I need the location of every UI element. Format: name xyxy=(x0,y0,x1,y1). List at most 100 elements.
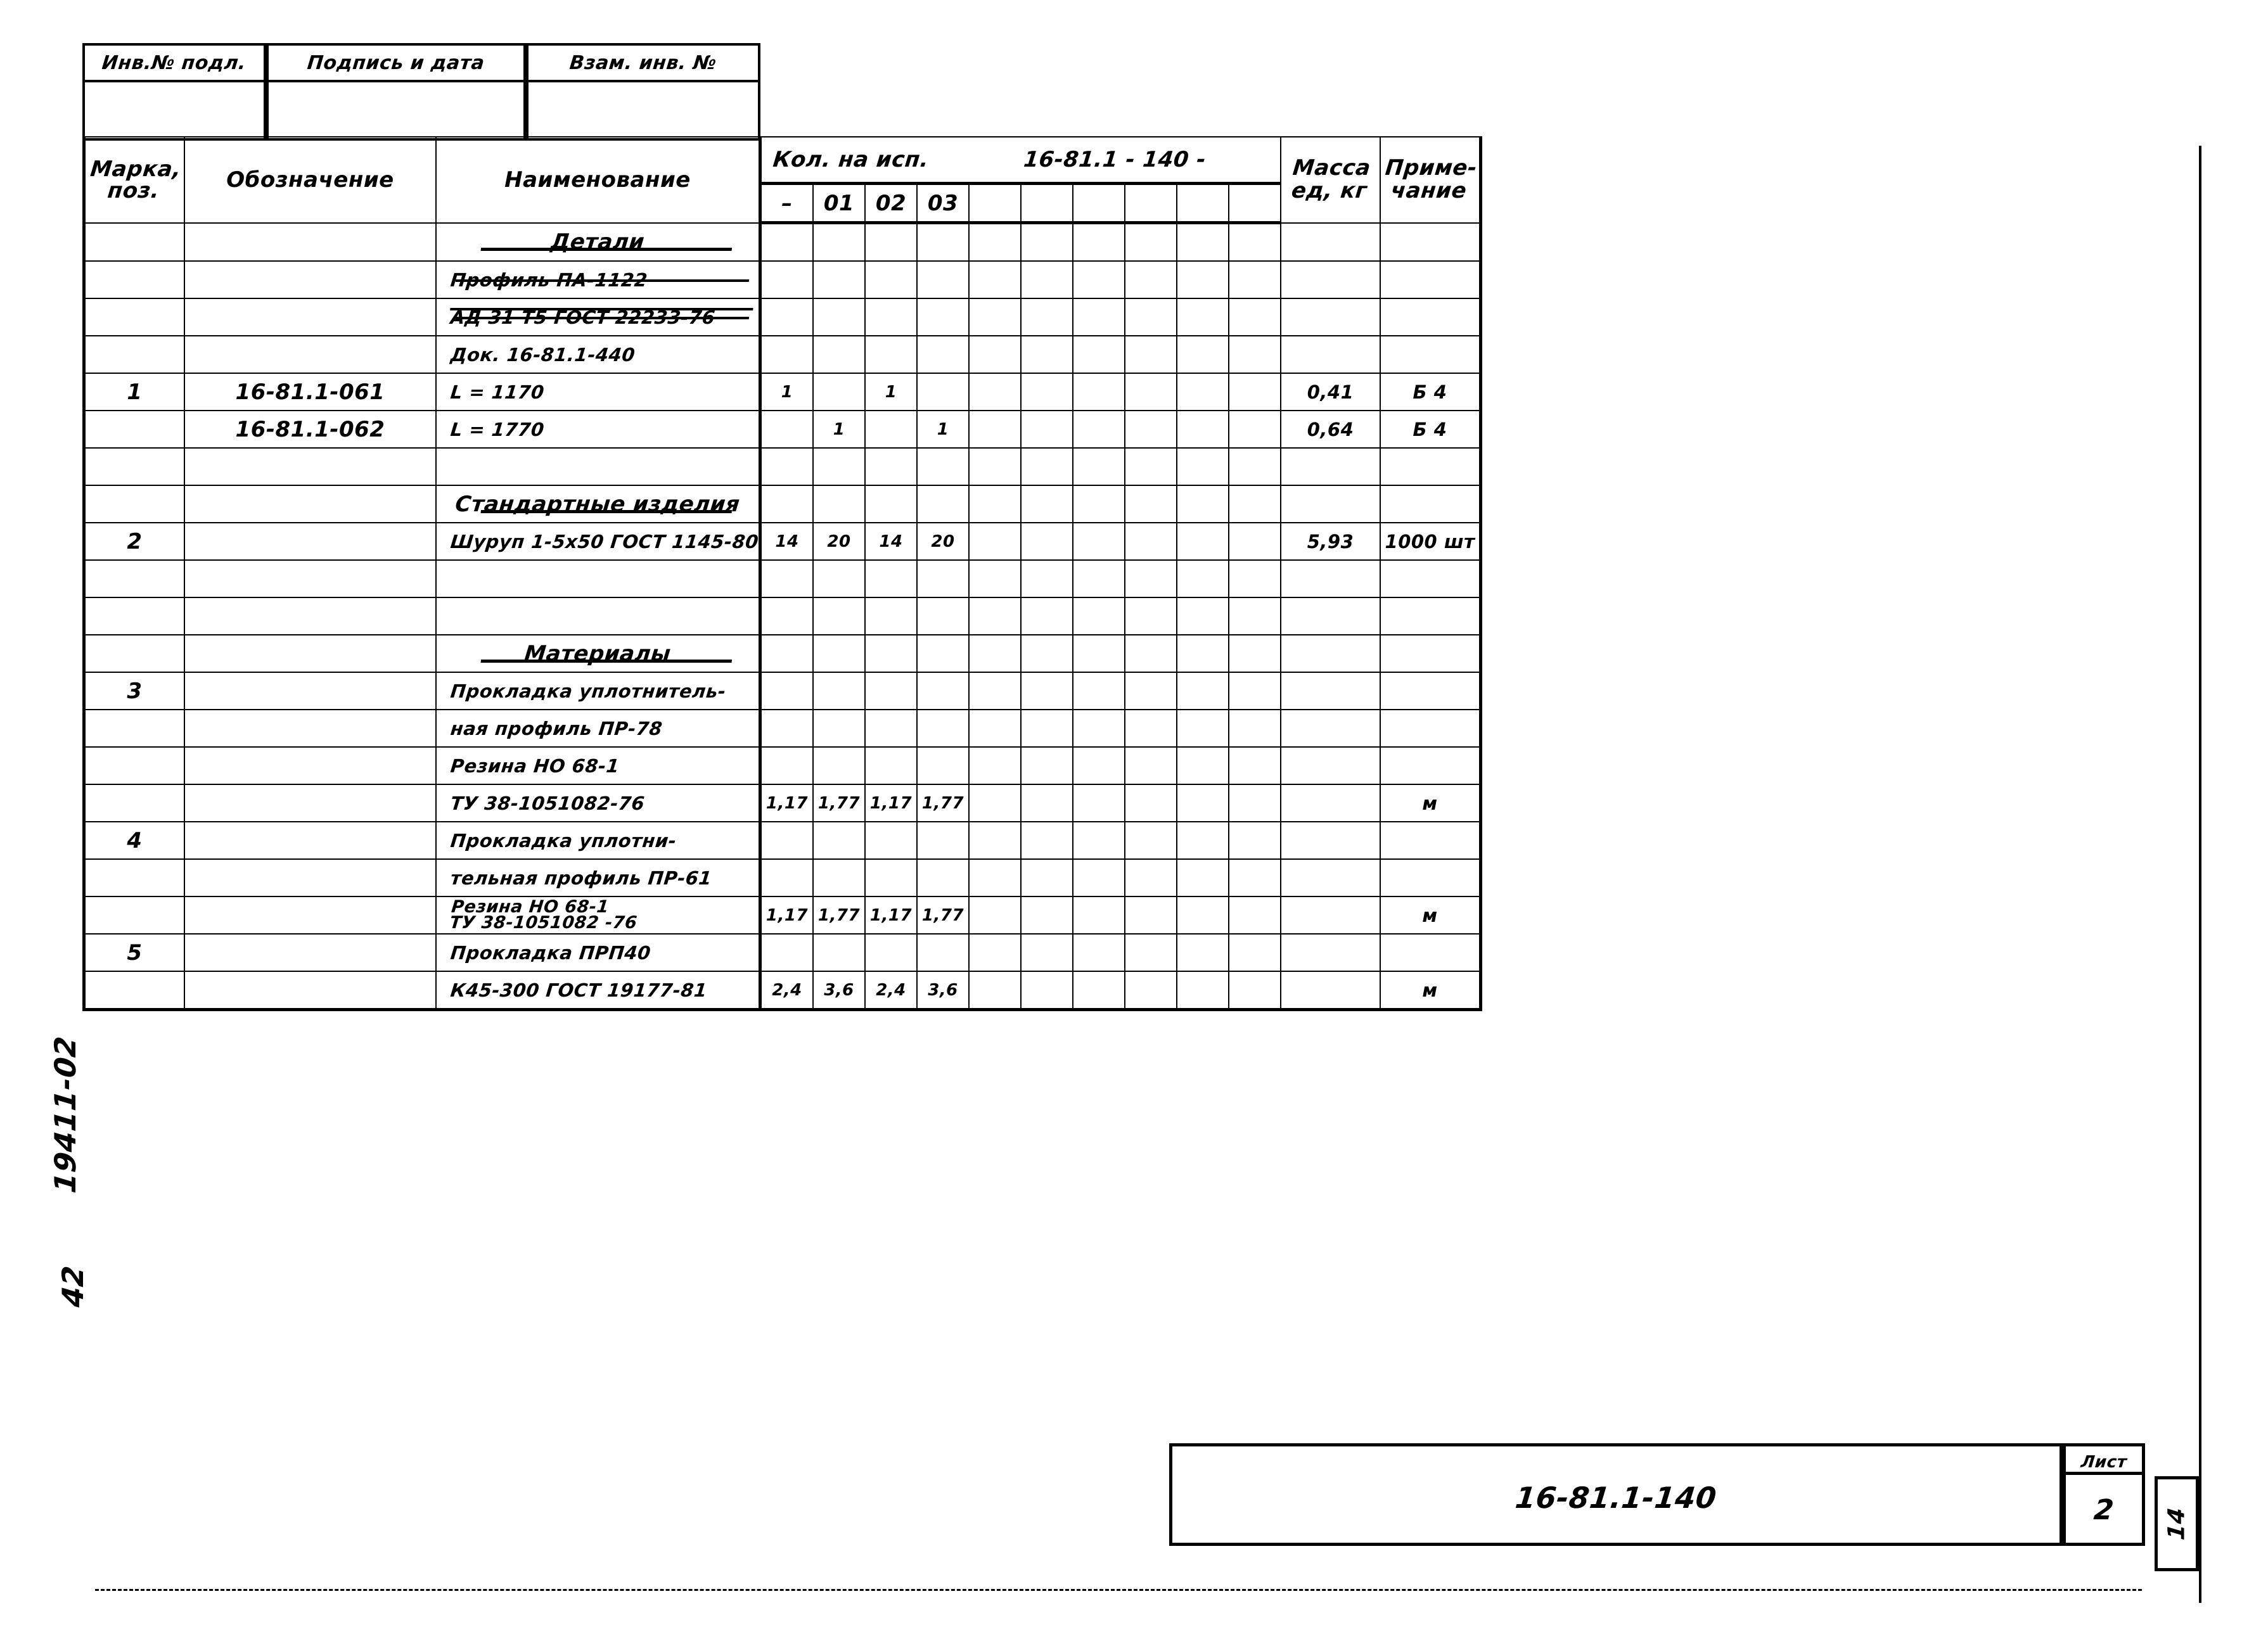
header-designation: Обозначение xyxy=(184,136,437,224)
header-mass: Масса ед, кг xyxy=(1279,136,1381,224)
table-row: Резина НО 68-1 ТУ 38-1051082 -76 1,17 1,77 1… xyxy=(82,896,1482,935)
title-block-sheet-label-box: Лист xyxy=(2063,1443,2145,1475)
table-row xyxy=(82,597,1482,635)
cell-qty xyxy=(1227,821,1281,860)
cell-name: тельная профиль ПР-61 xyxy=(435,858,762,897)
cell-note xyxy=(1379,597,1482,635)
table-row: 1 16-81.1-061 L = 1170 1 1 0,41 Б 4 xyxy=(82,373,1482,411)
stamp-box-vzam-inv: Взам. инв. № xyxy=(526,43,760,82)
cell-qty xyxy=(1072,373,1125,411)
stamp-label-signature-date: Подпись и дата xyxy=(306,51,486,74)
cell-qty xyxy=(1176,634,1229,673)
cell-note xyxy=(1379,485,1482,523)
table-row: АД 31 Т5 ГОСТ 22233-76 xyxy=(82,298,1482,336)
cell-qty xyxy=(1227,522,1281,561)
cell-note-text: м xyxy=(1422,904,1438,926)
cell-qty xyxy=(812,597,866,635)
cell-qty xyxy=(1124,335,1177,374)
cell-name-text-2: ТУ 38-1051082 -76 xyxy=(449,912,639,933)
table-row: Док. 16-81.1-440 xyxy=(82,335,1482,374)
cell-mark xyxy=(82,746,185,785)
cell-qty xyxy=(1020,784,1073,822)
cell-qty xyxy=(812,933,866,972)
cell-qty xyxy=(1124,971,1177,1011)
cell-designation xyxy=(184,634,437,673)
cell-qty xyxy=(916,260,970,299)
cell-qty-text: 14 xyxy=(775,532,799,551)
cell-mass xyxy=(1279,971,1381,1011)
cell-qty xyxy=(1072,447,1125,486)
cell-qty: 1,17 xyxy=(759,784,814,822)
cell-qty-text: 3,6 xyxy=(824,980,854,1000)
cell-name-text: Прокладка уплотнитель- xyxy=(449,680,727,702)
cell-mark: 4 xyxy=(82,821,185,860)
cell-qty xyxy=(812,447,866,486)
cell-mark xyxy=(82,447,185,486)
cell-qty xyxy=(916,933,970,972)
cell-name: Прокладка уплотнитель- xyxy=(435,672,762,710)
stamp-label-vzam-inv: Взам. инв. № xyxy=(568,51,718,74)
cell-qty xyxy=(968,335,1022,374)
cell-note xyxy=(1379,858,1482,897)
header-qty-col-5 xyxy=(1020,182,1073,224)
cell-mark xyxy=(82,784,185,822)
cell-qty xyxy=(864,298,918,336)
cell-designation xyxy=(184,447,437,486)
cell-qty: 1,17 xyxy=(759,896,814,935)
cell-mass: 5,93 xyxy=(1279,522,1381,561)
cell-qty xyxy=(812,485,866,523)
cell-qty-text: 3,6 xyxy=(928,980,958,1000)
cell-mass xyxy=(1279,298,1381,336)
cell-qty xyxy=(968,821,1022,860)
cell-qty xyxy=(1124,597,1177,635)
cell-name: Профиль ПА-1122 xyxy=(435,260,762,299)
table-row: тельная профиль ПР-61 xyxy=(82,858,1482,897)
cell-note xyxy=(1379,672,1482,710)
cell-name: ная профиль ПР-78 xyxy=(435,709,762,748)
cell-qty: 1,17 xyxy=(864,896,918,935)
cell-designation xyxy=(184,260,437,299)
cell-qty xyxy=(1124,896,1177,935)
cell-qty xyxy=(1227,298,1281,336)
cell-qty xyxy=(968,746,1022,785)
cell-mass xyxy=(1279,933,1381,972)
cell-qty xyxy=(1020,410,1073,449)
table-row: 16-81.1-062 L = 1770 1 1 0,64 Б 4 xyxy=(82,410,1482,449)
cell-name-text: L = 1770 xyxy=(449,418,546,440)
stamp-field-vzam-inv xyxy=(526,82,760,141)
cell-qty xyxy=(1124,298,1177,336)
cell-mark-text: 3 xyxy=(127,678,143,704)
cell-name-text: Шуруп 1-5х50 ГОСТ 1145-80 xyxy=(449,530,760,552)
table-row: Профиль ПА-1122 xyxy=(82,260,1482,299)
cell-qty xyxy=(1020,896,1073,935)
cell-qty xyxy=(968,260,1022,299)
cell-qty xyxy=(1124,858,1177,897)
cell-qty: 1,77 xyxy=(812,784,866,822)
cell-qty xyxy=(1124,222,1177,262)
cell-qty xyxy=(968,634,1022,673)
cell-mass-text: 0,64 xyxy=(1307,418,1354,440)
header-mark-line1: Марка, xyxy=(89,156,183,182)
cell-qty xyxy=(1020,634,1073,673)
cell-qty: 1 xyxy=(759,373,814,411)
cell-qty xyxy=(759,858,814,897)
cell-mark xyxy=(82,410,185,449)
table-row: Материалы xyxy=(82,634,1482,673)
cell-qty xyxy=(1176,335,1229,374)
cell-mark xyxy=(82,634,185,673)
cell-qty xyxy=(968,784,1022,822)
cell-qty xyxy=(1176,298,1229,336)
title-block-sheet-number-box: 2 xyxy=(2063,1475,2145,1546)
cell-qty xyxy=(968,933,1022,972)
cell-mass xyxy=(1279,672,1381,710)
cell-qty xyxy=(916,672,970,710)
cell-qty xyxy=(1072,933,1125,972)
cell-qty xyxy=(812,746,866,785)
header-qty-col-2: 02 xyxy=(864,182,918,224)
cell-qty xyxy=(1072,298,1125,336)
cell-qty xyxy=(968,858,1022,897)
cell-qty: 1 xyxy=(864,373,918,411)
cell-qty xyxy=(916,485,970,523)
cell-qty xyxy=(759,821,814,860)
stamp-label-inv-podl: Инв.№ подл. xyxy=(101,51,248,74)
